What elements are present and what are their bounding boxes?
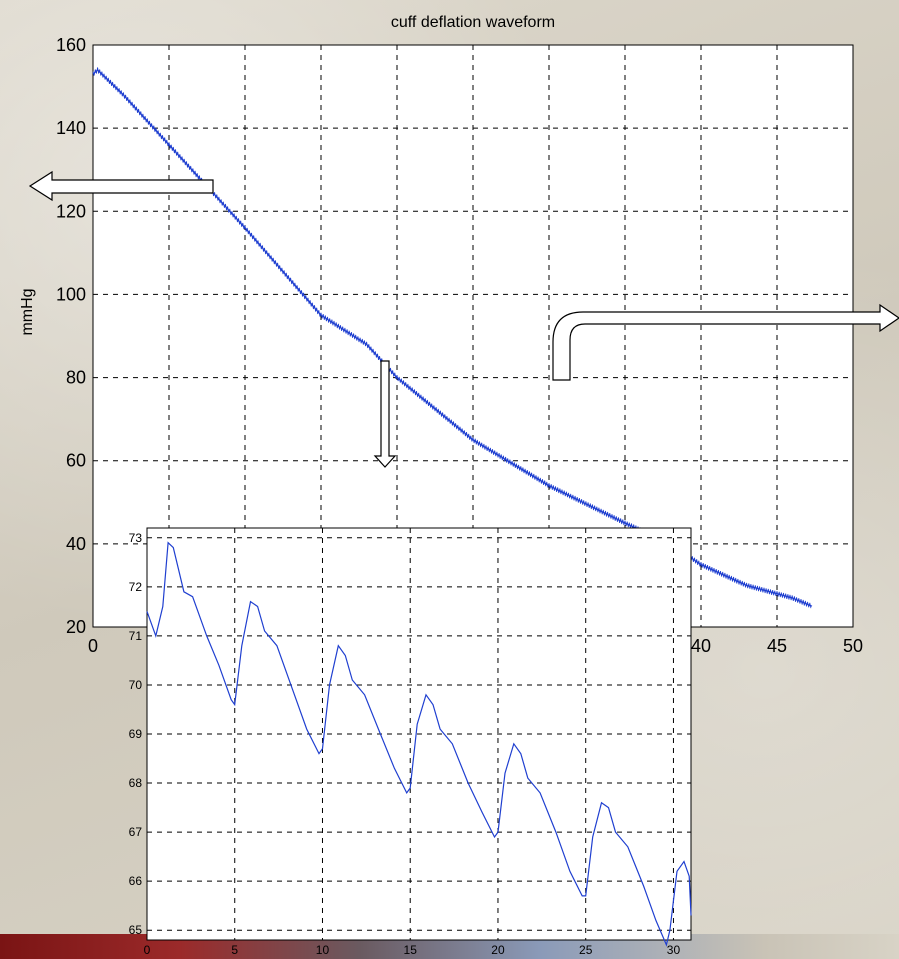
inset-x-ticks: 0 5 10 15 20 25 30	[144, 943, 681, 957]
y-tick-label: 160	[56, 35, 86, 55]
inset-y-tick-label: 69	[129, 727, 143, 741]
series-line	[146, 541, 692, 947]
inset-x-tick-label: 5	[231, 943, 238, 957]
down-arrow	[373, 360, 397, 468]
inset-x-tick-label: 10	[316, 943, 330, 957]
y-tick-label: 60	[66, 451, 86, 471]
inset-x-tick-label: 25	[579, 943, 593, 957]
inset-y-tick-label: 73	[129, 531, 143, 545]
x-tick-label: 50	[843, 636, 863, 656]
inset-y-ticks: 65 66 67 68 69 70 71 72 73	[129, 531, 143, 937]
inset-x-tick-label: 15	[404, 943, 418, 957]
y-tick-label: 100	[56, 284, 86, 304]
inset-axes: 0 5 10 15 20 25 30 65 66 67 68 69 70 71 72 73	[129, 527, 692, 957]
x-tick-label: 40	[691, 636, 711, 656]
main-y-ticks: 20 40 60 80 100 120 140 160	[56, 35, 86, 637]
inset-x-tick-label: 30	[667, 943, 681, 957]
chart-title: cuff deflation waveform	[391, 14, 555, 31]
left-arrow	[28, 170, 214, 202]
y-axis-label: mmHg	[19, 288, 36, 335]
inset-x-tick-label: 0	[144, 943, 151, 957]
inset-y-tick-label: 71	[129, 629, 143, 643]
x-tick-label: 0	[88, 636, 98, 656]
x-tick-label: 45	[767, 636, 787, 656]
y-tick-label: 120	[56, 201, 86, 221]
inset-x-tick-label: 20	[491, 943, 505, 957]
y-tick-label: 40	[66, 534, 86, 554]
inset-series	[146, 541, 692, 947]
inset-y-tick-label: 66	[129, 874, 143, 888]
y-tick-label: 80	[66, 368, 86, 388]
inset-y-tick-label: 70	[129, 678, 143, 692]
y-tick-label: 20	[66, 617, 86, 637]
inset-y-tick-label: 67	[129, 825, 143, 839]
y-tick-label: 140	[56, 118, 86, 138]
inset-y-tick-label: 65	[129, 923, 143, 937]
bent-right-arrow	[552, 303, 899, 381]
inset-y-tick-label: 72	[129, 580, 143, 594]
inset-y-tick-label: 68	[129, 776, 143, 790]
